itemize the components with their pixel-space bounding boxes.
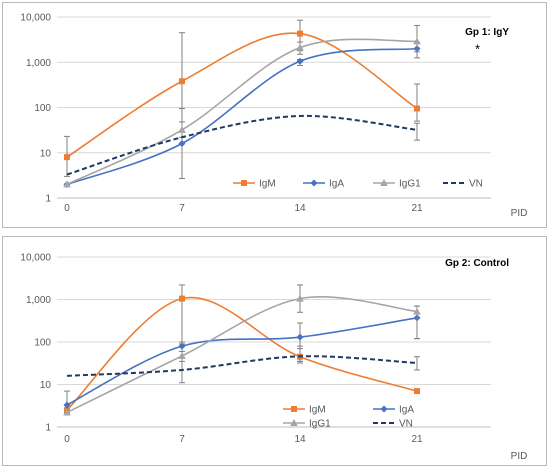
legend-label: IgG1 (399, 179, 421, 190)
x-tick-label: 21 (411, 203, 423, 214)
series-line (66, 114, 418, 176)
legend-entry-iga: IgA (303, 179, 344, 190)
data-point (179, 78, 185, 85)
legend-label: IgM (309, 405, 326, 416)
y-tick-label: 10 (40, 148, 52, 159)
series-line (66, 296, 418, 414)
data-point (414, 105, 420, 112)
series-line (66, 317, 418, 406)
data-point (178, 342, 186, 350)
legend-label: IgA (399, 405, 414, 416)
data-point (413, 307, 421, 315)
x-tick-label: 0 (64, 434, 70, 445)
line-chart-gp2: 1 10 100 1,000 10,000 0 7 14 21 PID Gp 2: Control I… (20, 253, 528, 463)
series-vn (66, 348, 420, 377)
series-line (66, 47, 418, 186)
legend-marker (380, 405, 388, 413)
legend-entry-igg1: IgG1 (373, 179, 421, 190)
series-vn (66, 114, 420, 176)
y-tick-label: 1,000 (26, 58, 51, 69)
data-point (63, 401, 71, 409)
legend-entry-vn: VN (443, 179, 483, 190)
legend-label: IgG1 (309, 419, 331, 430)
legend-label: IgA (329, 179, 344, 190)
data-point (178, 351, 186, 359)
data-point (296, 294, 304, 302)
chart-title: Gp 1: IgY (465, 27, 509, 38)
data-point (178, 125, 186, 133)
legend-label: VN (469, 179, 483, 190)
data-point (413, 37, 421, 45)
data-point (179, 295, 185, 302)
x-tick-label: 14 (294, 434, 306, 445)
data-point (178, 140, 186, 148)
y-tick-label: 100 (34, 103, 51, 114)
data-point (414, 388, 420, 395)
data-point (296, 57, 304, 65)
series-line (66, 32, 418, 158)
series-iga (63, 41, 421, 188)
chart-panel-gp1: 1 10 100 1,000 10,000 0 7 14 21 PID Gp 1: IgY * IgM I… (2, 2, 547, 228)
series-igg1 (63, 284, 421, 416)
chart-panel-gp2: 1 10 100 1,000 10,000 0 7 14 21 PID Gp 2: Control I… (2, 236, 547, 466)
series-line (66, 38, 418, 186)
y-tick-label: 1,000 (26, 295, 51, 306)
legend-marker (310, 179, 318, 187)
chart-title: Gp 2: Control (445, 258, 509, 269)
data-point (297, 30, 303, 37)
data-point (296, 43, 304, 51)
legend-entry-igm: IgM (283, 405, 326, 416)
y-tick-label: 10,000 (20, 13, 51, 24)
x-tick-label: 7 (179, 203, 185, 214)
x-tick-label: 21 (411, 434, 423, 445)
x-axis-label: PID (511, 208, 528, 219)
series-igg1 (63, 24, 421, 188)
data-point (296, 333, 304, 341)
series-line (66, 296, 418, 411)
legend-marker (290, 419, 298, 426)
y-tick-label: 10,000 (20, 253, 51, 264)
data-point (64, 154, 70, 161)
legend-marker (291, 406, 297, 412)
y-tick-label: 10 (40, 380, 52, 391)
y-tick-label: 1 (45, 194, 51, 205)
legend-label: IgM (259, 179, 276, 190)
significance-annotation: * (475, 42, 480, 57)
legend-entry-igm: IgM (233, 179, 276, 190)
data-point (63, 180, 71, 188)
series-line (66, 355, 418, 377)
legend-marker (380, 179, 388, 186)
x-tick-label: 0 (64, 203, 70, 214)
y-tick-label: 100 (34, 338, 51, 349)
legend-entry-vn: VN (373, 419, 413, 430)
legend-entry-iga: IgA (373, 405, 414, 416)
legend-entry-igg1: IgG1 (283, 419, 331, 430)
legend-label: VN (399, 419, 413, 430)
x-tick-label: 7 (179, 434, 185, 445)
x-tick-label: 14 (294, 203, 306, 214)
series-igm (64, 284, 420, 415)
line-chart-gp1: 1 10 100 1,000 10,000 0 7 14 21 PID Gp 1: IgY * IgM I… (20, 13, 528, 220)
x-axis-label: PID (511, 451, 528, 462)
y-tick-label: 1 (45, 423, 51, 434)
data-point (63, 408, 71, 416)
legend-marker (241, 180, 247, 186)
